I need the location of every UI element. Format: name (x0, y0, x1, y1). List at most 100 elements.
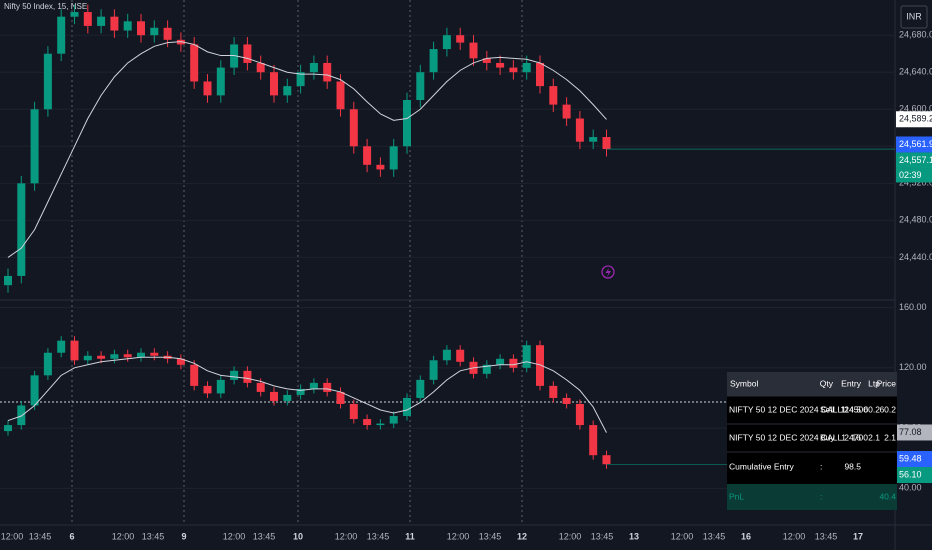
price-badge-label: 77.08 (899, 427, 922, 437)
candle-body (496, 358, 505, 365)
candle-body (442, 35, 451, 50)
x-tick-label: 12:00 (447, 531, 470, 541)
candle-body (522, 62, 531, 73)
x-tick-label: 13:45 (142, 531, 165, 541)
table-cell: 60.2 (879, 404, 896, 414)
x-tick-label: 16 (741, 531, 751, 541)
candle-body (416, 379, 425, 398)
candle-body (349, 109, 358, 147)
candle-body (389, 416, 398, 424)
currency-label[interactable]: INR (906, 11, 922, 21)
y-tick-label: 160.00 (899, 302, 927, 312)
table-cell: Cumulative Entry (729, 461, 794, 471)
candle-body (349, 403, 358, 420)
candle-body (602, 455, 611, 465)
candle-body (243, 370, 252, 383)
x-tick-label: 12:00 (559, 531, 582, 541)
candle-body (123, 21, 132, 31)
moving-average (7, 356, 607, 433)
candle-body (190, 44, 199, 82)
candle-body (57, 16, 66, 54)
x-tick-label: 13:45 (29, 531, 52, 541)
table-cell: NIFTY 50 12 DEC 2024 CALL 24700 (729, 432, 868, 442)
candle-body (363, 419, 372, 426)
candle-body (336, 391, 345, 404)
candle-body (589, 425, 598, 456)
candle-body (575, 118, 584, 142)
candle-body (429, 49, 438, 73)
pnl-cell: : (820, 491, 822, 501)
candle-body (203, 81, 212, 96)
candle-body (416, 72, 425, 100)
candle-body (469, 42, 478, 59)
x-tick-label: 13:45 (703, 531, 726, 541)
candle-body (536, 345, 544, 386)
candle-body (203, 385, 212, 394)
x-tick-label: 13:45 (815, 531, 838, 541)
candle-body (243, 44, 252, 63)
candle-body (522, 345, 531, 368)
currency-button[interactable] (900, 5, 928, 29)
candle-body (70, 340, 79, 361)
price-badge (896, 424, 932, 441)
candle-body (30, 109, 39, 184)
table-cell: 2.1 (884, 432, 896, 442)
x-tick-label: 9 (181, 531, 186, 541)
candle-body (549, 385, 558, 398)
candle-body (575, 403, 584, 426)
candle-body (137, 21, 145, 36)
candle-body (83, 12, 92, 26)
candle-body (296, 72, 305, 87)
candle-body (43, 53, 52, 110)
candle-body (216, 379, 225, 394)
candle-body (403, 100, 411, 147)
candle-body (17, 405, 26, 426)
candle-body (83, 355, 92, 361)
candle-body (296, 388, 305, 395)
moving-average (7, 41, 607, 258)
candle-body (549, 86, 558, 105)
x-tick-label: 13:45 (253, 531, 276, 541)
candle-body (176, 358, 185, 365)
price-badge (896, 152, 932, 169)
candle-body (456, 349, 465, 362)
candle-body (256, 382, 265, 392)
candle-body (363, 146, 372, 165)
candle-body (509, 67, 518, 73)
candle-body (270, 72, 278, 96)
candle-body (30, 375, 39, 406)
price-badge-label: 24,557.15 (899, 155, 932, 165)
candle-body (17, 183, 26, 276)
event-icon[interactable] (601, 265, 615, 279)
candle-body (150, 352, 159, 356)
table-cell: 1 (841, 404, 846, 414)
candle-body (137, 352, 145, 358)
candle-body (309, 62, 318, 73)
table-cell: Buy (820, 432, 835, 442)
candle-body (4, 425, 12, 432)
table-header: Symbol (730, 378, 758, 388)
pnl-cell: 40.4 (879, 491, 896, 501)
candle-body (536, 62, 544, 87)
candle-body (323, 62, 332, 82)
y-tick-label: 24,440.00 (899, 252, 932, 262)
x-tick-label: 6 (69, 531, 74, 541)
price-badge-label: 56.10 (899, 469, 922, 479)
y-tick-label: 24,480.00 (899, 215, 932, 225)
table-cell: Sell (820, 404, 834, 414)
price-badge (896, 467, 932, 484)
chart-layer: 24,680.0024,640.0024,600.0024,560.0024,5… (0, 4, 932, 541)
y-tick-label: 24,520.00 (899, 178, 932, 188)
candle-body (442, 349, 451, 361)
y-tick-label: 24,680.00 (899, 30, 932, 40)
candle-body (110, 16, 119, 31)
candle-body (509, 358, 518, 368)
x-tick-label: 12:00 (223, 531, 246, 541)
candle-body (97, 355, 106, 359)
price-badge-label: 24,561.97 (899, 139, 932, 149)
table-cell: : (820, 461, 822, 471)
countdown-badge (896, 168, 932, 183)
table-header: Price (877, 378, 897, 388)
candle-body (283, 86, 292, 96)
price-badge (896, 111, 932, 128)
